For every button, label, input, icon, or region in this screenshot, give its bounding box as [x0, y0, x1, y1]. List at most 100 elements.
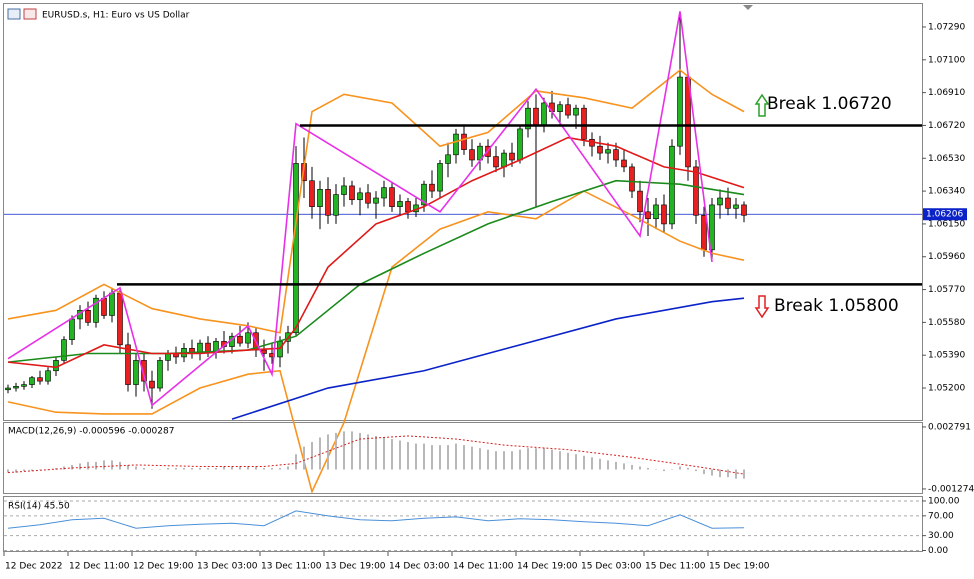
histogram-bar: [439, 445, 441, 470]
histogram-bar: [207, 467, 209, 470]
y-tick-label: 30.00: [928, 531, 954, 541]
histogram-bar: [23, 469, 25, 472]
histogram-bar: [487, 449, 489, 470]
histogram-bar: [359, 432, 361, 470]
histogram-bar: [583, 455, 585, 470]
candle-body: [357, 192, 363, 201]
x-tick-label: 15 Dec 11:00: [645, 562, 706, 572]
x-tick-label: 12 Dec 11:00: [69, 562, 130, 572]
histogram-bar: [535, 448, 537, 470]
candle-body: [293, 163, 299, 334]
histogram-bar: [399, 440, 401, 470]
histogram-bar: [303, 446, 305, 470]
candle-body: [437, 163, 443, 192]
histogram-bar: [463, 445, 465, 470]
histogram-bar: [607, 460, 609, 470]
candle-body: [157, 360, 163, 389]
histogram-bar: [743, 469, 745, 479]
candle-body: [501, 152, 507, 168]
histogram-bar: [247, 466, 249, 470]
histogram-bar: [519, 449, 521, 470]
candle-body: [21, 384, 27, 387]
histogram-bar: [455, 443, 457, 470]
histogram-bar: [415, 443, 417, 470]
candle-body: [613, 149, 619, 161]
x-tick-label: 14 Dec 19:00: [517, 562, 578, 572]
indicator-line: [7, 190, 745, 495]
histogram-bar: [567, 452, 569, 470]
y-tick-label: 1.07290: [928, 22, 965, 32]
histogram-bar: [255, 466, 257, 470]
x-tick-label: 14 Dec 03:00: [389, 562, 450, 572]
y-tick-label: 1.05200: [928, 384, 965, 394]
y-tick-label: 1.07100: [928, 55, 965, 65]
histogram-bar: [631, 464, 633, 470]
histogram-bar: [391, 439, 393, 470]
histogram-bar: [559, 451, 561, 470]
macd-panel: [3, 422, 923, 494]
candle-body: [525, 107, 531, 130]
candle-body: [349, 185, 355, 201]
histogram-bar: [239, 466, 241, 470]
candle-body: [597, 145, 603, 154]
histogram-bar: [151, 469, 153, 471]
histogram-bar: [343, 431, 345, 470]
histogram-bar: [79, 463, 81, 470]
x-tick-label: 13 Dec 19:00: [325, 562, 386, 572]
candle-body: [149, 380, 155, 389]
histogram-bar: [703, 469, 705, 475]
histogram-bar: [103, 460, 105, 470]
histogram-bar: [431, 445, 433, 470]
candle-body: [669, 145, 675, 225]
candle-body: [629, 166, 635, 192]
candle-body: [653, 204, 659, 220]
histogram-bar: [135, 466, 137, 470]
candle-body: [541, 102, 547, 126]
x-tick-label: 13 Dec 11:00: [261, 562, 322, 572]
histogram-bar: [495, 451, 497, 470]
indicator-line: [7, 11, 713, 407]
candle-body: [29, 377, 35, 385]
histogram-bar: [199, 467, 201, 470]
candle-body: [317, 189, 323, 207]
histogram-bar: [215, 467, 217, 470]
candle-body: [93, 297, 99, 323]
candle-body: [517, 128, 523, 161]
histogram-bar: [471, 446, 473, 470]
histogram-bar: [679, 466, 681, 470]
candle-body: [421, 183, 427, 206]
histogram-bar: [63, 466, 65, 470]
indicator-line: [7, 136, 745, 369]
candle-body: [125, 344, 131, 385]
candle-body: [117, 292, 123, 346]
candle-body: [5, 387, 11, 391]
candle-body: [389, 187, 395, 207]
histogram-bar: [311, 442, 313, 470]
histogram-bar: [279, 467, 281, 470]
candle-body: [637, 190, 643, 213]
histogram-bar: [687, 467, 689, 470]
histogram-bar: [87, 461, 89, 470]
y-tick-label: 0.002791: [928, 422, 971, 432]
y-tick-label: 70.00: [928, 511, 954, 521]
histogram-bar: [655, 469, 657, 471]
histogram-bar: [295, 454, 297, 470]
histogram-bar: [503, 451, 505, 470]
histogram-bar: [735, 469, 737, 479]
histogram-bar: [143, 467, 145, 470]
candle-body: [717, 197, 723, 206]
y-tick-label: 1.06150: [928, 219, 965, 229]
y-tick-label: 1.06530: [928, 154, 965, 164]
candle-body: [13, 386, 19, 389]
histogram-bar: [71, 464, 73, 470]
candle-body: [557, 104, 563, 112]
candle-body: [733, 204, 739, 209]
candle-body: [381, 187, 387, 199]
y-tick-label: 1.06720: [928, 121, 965, 131]
y-tick-label: 1.06340: [928, 187, 965, 197]
y-tick-label: 1.05770: [928, 285, 965, 295]
histogram-bar: [479, 448, 481, 470]
price-label-box: [923, 208, 967, 221]
candle-body: [133, 360, 139, 385]
